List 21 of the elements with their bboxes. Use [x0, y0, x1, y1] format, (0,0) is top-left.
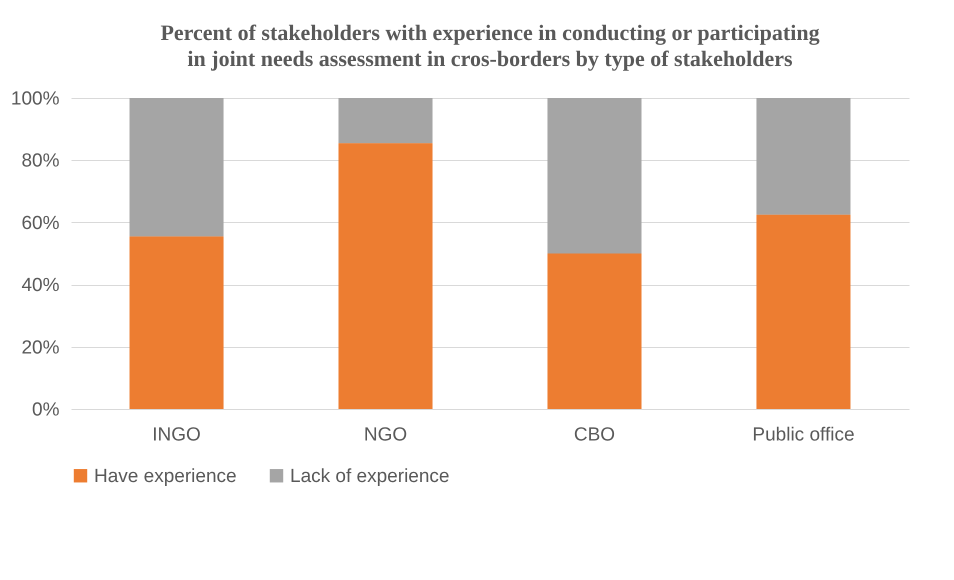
- bar: [338, 98, 433, 144]
- bar: [338, 143, 433, 409]
- bar: [130, 236, 224, 409]
- bar: [547, 254, 642, 409]
- bar: [756, 214, 850, 409]
- y-tick-label: 40%: [21, 275, 60, 296]
- x-tick-label: Public office: [752, 424, 855, 446]
- bar: [756, 98, 850, 215]
- x-tick-label: INGO: [152, 424, 201, 446]
- x-tick-label: CBO: [574, 424, 616, 446]
- y-tick-label: 0%: [32, 400, 60, 420]
- legend-label: Lack of experience: [290, 466, 450, 487]
- chart-title: Percent of stakeholders with experience in conducting or participating in joint needs assessment in cros-borders by type of stakeholders: [160, 20, 820, 71]
- legend-label: Have experience: [94, 466, 237, 487]
- y-tick-label: 80%: [21, 150, 60, 172]
- y-tick-label: 20%: [21, 337, 60, 358]
- bar: [130, 98, 224, 236]
- bar: [547, 98, 642, 254]
- y-tick-label: 100%: [10, 88, 60, 110]
- y-tick-label: 60%: [21, 212, 60, 234]
- x-tick-label: NGO: [364, 424, 408, 446]
